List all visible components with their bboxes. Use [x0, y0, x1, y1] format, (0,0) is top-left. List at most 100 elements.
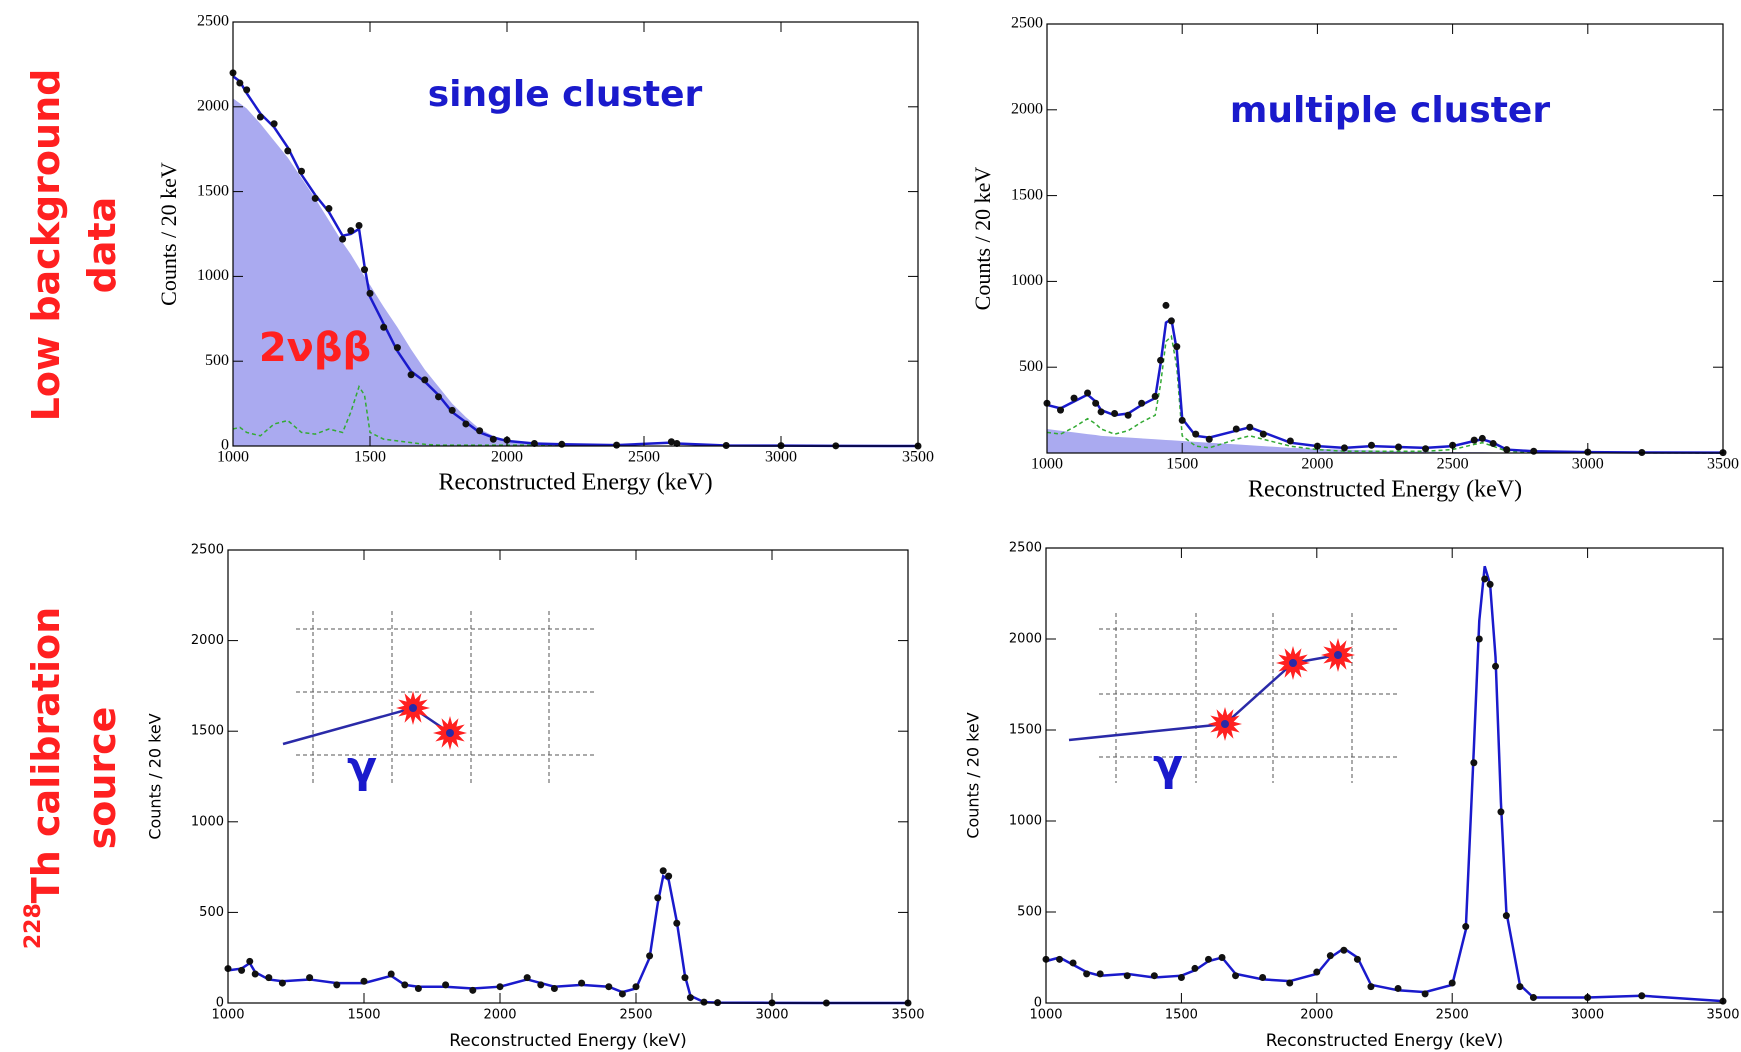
data-point	[1462, 923, 1470, 931]
row-label-sup: 228	[21, 903, 46, 949]
data-point	[284, 147, 292, 155]
data-point	[311, 194, 319, 202]
data-point	[380, 323, 388, 331]
data-point	[1084, 389, 1092, 397]
row-label-text: Low background	[24, 69, 68, 422]
data-point	[387, 970, 395, 978]
data-point	[1204, 955, 1212, 963]
data-point	[1326, 952, 1334, 960]
data-point	[1313, 968, 1321, 976]
x-tick-label: 2500	[628, 449, 660, 466]
y-tick-label: 1000	[1009, 814, 1042, 829]
y-tick-label: 2000	[1009, 632, 1042, 647]
x-axis-label: Reconstructed Energy (keV)	[1266, 1031, 1504, 1051]
fit-line	[1045, 565, 1724, 1003]
y-axis-label: Counts / 20 keV	[156, 162, 181, 306]
data-point	[1124, 411, 1132, 419]
area-series	[1047, 428, 1723, 453]
data-point	[1096, 970, 1104, 978]
y-tick-label: 500	[1019, 358, 1043, 375]
data-point	[366, 289, 374, 297]
row-label-line: 228Th calibration	[21, 607, 68, 949]
data-point	[1167, 317, 1175, 325]
x-tick-label: 2500	[1436, 1008, 1469, 1023]
data-point	[278, 979, 286, 987]
data-point	[681, 974, 689, 982]
data-point	[1097, 408, 1105, 416]
data-point	[1192, 430, 1200, 438]
row-label-line: source	[80, 707, 124, 850]
data-point	[1069, 959, 1077, 967]
data-point	[1638, 992, 1646, 1000]
y-tick-label: 2500	[197, 13, 229, 30]
data-point	[442, 981, 450, 989]
data-point	[476, 427, 484, 435]
data-point	[1395, 443, 1403, 451]
interaction-core	[1334, 651, 1342, 659]
plot-frame	[1045, 547, 1724, 1004]
gamma-track	[1068, 653, 1339, 742]
x-tick-label: 1000	[211, 1008, 244, 1023]
data-point	[1503, 446, 1511, 454]
data-point	[1489, 440, 1497, 448]
x-tick-label: 2500	[619, 1008, 652, 1023]
row-label: Low background data	[24, 69, 124, 422]
x-tick-label: 2000	[491, 449, 523, 466]
data-point	[238, 966, 246, 974]
interaction-core	[1289, 659, 1297, 667]
data-point	[1177, 974, 1185, 982]
data-point	[1367, 983, 1375, 991]
data-point	[1516, 983, 1524, 991]
data-point	[306, 974, 314, 982]
data-point	[1259, 430, 1267, 438]
data-point	[1530, 447, 1538, 455]
data-point	[1353, 955, 1361, 963]
x-tick-label: 2000	[483, 1008, 516, 1023]
interaction-core	[1221, 720, 1229, 728]
data-point	[530, 439, 538, 447]
row-label-line: Low background	[24, 69, 68, 422]
y-tick-label: 1500	[191, 724, 224, 739]
data-point	[251, 970, 259, 978]
data-point	[236, 79, 244, 87]
x-tick-label: 3500	[1706, 1008, 1739, 1023]
data-point	[1502, 912, 1510, 920]
data-point	[1083, 970, 1091, 978]
annotation: 2νββ	[259, 325, 371, 371]
x-tick-label: 3000	[1572, 456, 1604, 473]
data-point	[1367, 441, 1375, 449]
gamma-track	[282, 706, 451, 746]
x-tick-label: 1000	[217, 449, 249, 466]
data-point	[469, 986, 477, 994]
data-point	[1232, 425, 1240, 433]
data-point	[339, 235, 347, 243]
x-tick-label: 2000	[1300, 1008, 1333, 1023]
x-tick-label: 1000	[1029, 1008, 1062, 1023]
x-tick-label: 3500	[1707, 456, 1739, 473]
data-point	[361, 266, 369, 274]
row-label-line: data	[80, 197, 124, 294]
data-point	[558, 440, 566, 448]
x-tick-label: 2000	[1301, 456, 1333, 473]
interaction-core	[409, 704, 417, 712]
x-axis-label: Reconstructed Energy (keV)	[449, 1031, 687, 1051]
x-tick-label: 1500	[1165, 1008, 1198, 1023]
x-tick-label: 1500	[347, 1008, 380, 1023]
data-point	[435, 393, 442, 401]
data-point	[632, 983, 640, 991]
x-tick-label: 2500	[1437, 456, 1469, 473]
data-point	[1232, 972, 1240, 980]
x-axis-label: Reconstructed Energy (keV)	[438, 470, 712, 496]
data-point	[700, 998, 708, 1006]
data-point	[1286, 437, 1294, 445]
data-point	[1218, 954, 1226, 961]
data-point	[1481, 575, 1489, 583]
data-point	[673, 919, 681, 927]
data-point	[550, 985, 558, 993]
row-label: 228Th calibration source	[21, 607, 124, 949]
fit-line	[227, 874, 908, 1005]
data-point	[1173, 343, 1181, 351]
data-point	[1178, 416, 1186, 424]
y-tick-label: 1500	[1009, 723, 1042, 738]
annotation: single cluster	[428, 74, 703, 115]
